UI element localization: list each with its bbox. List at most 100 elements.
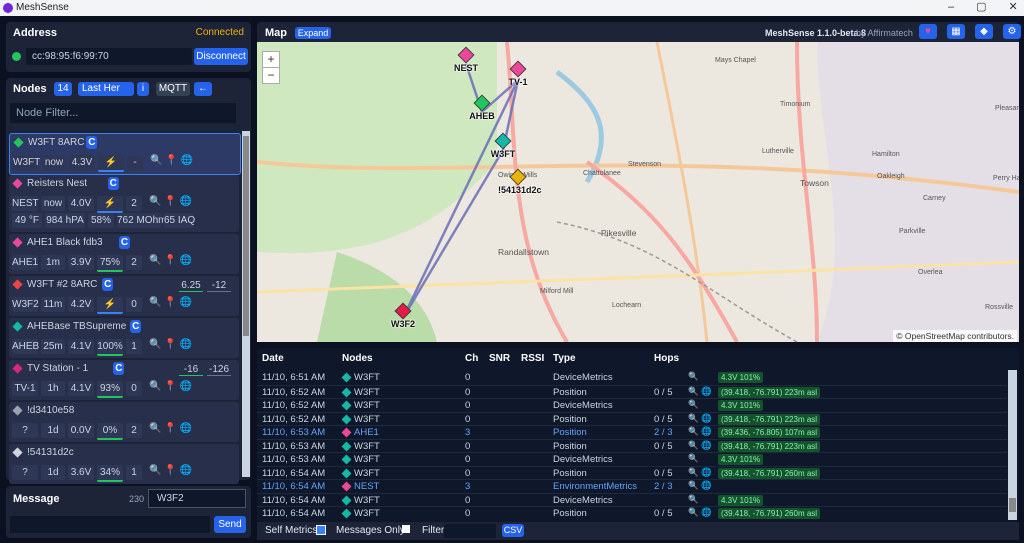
header-icon[interactable]: ◆ [975,24,993,39]
place-label: Hamilton [872,151,900,158]
send-button[interactable]: Send [214,516,246,533]
log-row[interactable]: 11/10, 6:53 AM AHE1 3 Position 2 / 3 🔍 🌐 (39.4… [257,425,1007,439]
log-channel: 0 [465,440,471,452]
place-label: Perry Hall [993,175,1019,182]
node-card[interactable]: Reisters Nest C NEST now 4.0V ⚡ 2 🔍 📍 🌐 49 °F 984… [9,175,239,232]
log-hops: 0 / 5 [654,413,673,425]
log-channel: 0 [465,454,471,465]
log-row[interactable]: 11/10, 6:53 AM W3FT 0 Position 0 / 5 🔍 🌐 (39.4… [257,438,1007,453]
node-card[interactable]: TV Station - 1 C TV-1 1h 4.1V 93% 0 🔍 📍 🌐 -16 -12… [9,360,239,400]
marker-label: TV-1 [508,77,528,87]
node-actions: 🔍 📍 🌐 [149,255,192,266]
map-tiles [257,42,1019,342]
window-title: MeshSense [16,2,69,13]
zoom-out[interactable]: − [262,67,280,84]
log-row[interactable]: 11/10, 6:52 AM W3FT 0 Position 0 / 5 🔍 🌐 (39.4… [257,411,1007,426]
row-icons: 🔍 [688,371,699,381]
node-filter[interactable]: Node Filter... [10,103,236,123]
node-card[interactable]: !d3410e58? 1d 0.0V 0% 2 🔍 📍 🌐 [9,402,239,442]
log-row[interactable]: 11/10, 6:51 AM W3FT 0 DeviceMetrics 🔍 4.3V 10… [257,371,1007,384]
disconnect-button[interactable]: Disconnect [194,48,248,65]
window-controls[interactable]: –▢✕ [948,1,1018,13]
node-card[interactable]: W3FT 8ARC C W3FT now 4.3V ⚡ - 🔍 📍 🌐 [9,133,241,175]
node-cell: now [42,155,66,170]
log-date: 11/10, 6:54 AM [262,494,326,506]
destination-select[interactable]: W3F2 [148,489,246,508]
log-type: Position [553,386,587,398]
log-row[interactable]: 11/10, 6:54 AM W3FT 0 Position 0 / 5 🔍 🌐 (39.4… [257,506,1007,520]
back-button[interactable]: ← [194,82,212,96]
node-icon [12,447,23,458]
log-date: 11/10, 6:52 AM [262,400,326,411]
node-card[interactable]: W3FT #2 8ARC C W3F2 11m 4.2V ⚡ 0 🔍 📍 🌐 6.25 -12 [9,276,239,316]
sensor-cell: 762 MOhm [117,213,167,228]
sensor-cell: 49 °F [12,213,42,228]
place-label: Pleasant Hills [995,105,1019,112]
expand-button[interactable]: Expand [295,27,331,39]
node-cell: 0 [126,381,142,396]
mqtt-button[interactable]: MQTT [156,82,190,96]
node-count: 14 [54,82,72,96]
node-card[interactable]: AHEBase TBSupreme C AHEB 25m 4.1V 100% 1 🔍 📍 🌐 [9,318,239,358]
node-cell: 2 [126,255,142,270]
log-row[interactable]: 11/10, 6:54 AM W3FT 0 DeviceMetrics 🔍 4.3V 10… [257,492,1007,507]
node-icon [341,387,352,397]
node-cell: ⚡ [97,196,123,213]
node-icon [341,508,352,519]
log-row[interactable]: 11/10, 6:52 AM W3FT 0 Position 0 / 5 🔍 🌐 (39.4… [257,384,1007,399]
log-row[interactable]: 11/10, 6:54 AM NEST 3 EnvironmentMetrics 2 /… [257,479,1007,493]
log-node: AHE1 [354,427,379,438]
node-card[interactable]: AHE1 Black fdb3 C AHE1 1m 3.9V 75% 2 🔍 📍 🌐 [9,234,239,274]
node-cell: 0% [97,423,123,440]
log-channel: 0 [465,413,471,425]
csv-button[interactable]: CSV [502,524,524,537]
row-icons: 🔍 🌐 [688,385,712,396]
log-channel: 3 [465,427,471,438]
node-cell: 1h [41,381,65,396]
filter-input[interactable] [444,524,496,538]
node-cell: 1d [41,465,65,480]
checkbox[interactable] [316,525,326,535]
node-name: AHEBase TBSupreme [27,321,127,332]
log-hops: 0 / 5 [654,508,673,519]
header-icon[interactable]: ▦ [947,24,965,39]
log-date: 11/10, 6:54 AM [262,467,326,479]
node-cell: 25m [41,339,65,354]
log-date: 11/10, 6:53 AM [262,440,326,452]
info-button[interactable]: i [137,82,149,96]
header-icon[interactable]: ⚙ [1003,24,1021,39]
node-card[interactable]: !54131d2c? 1d 3.6V 34% 1 🔍 📍 🌐 [9,444,239,484]
address-panel: Address Connected cc:98:95:f6:99:70 Disconn… [6,22,251,72]
node-cell: - [127,155,143,170]
node-icon [341,454,352,465]
place-label: Overlea [918,269,943,276]
header-icon[interactable]: ♥ [919,24,937,39]
node-cell: 4.1V [68,381,94,396]
log-hops: 0 / 5 [654,467,673,479]
log-footer: Self Metrics Messages Only Filter CSV [257,522,1019,540]
column-header: RSSI [521,353,545,364]
log-date: 11/10, 6:54 AM [262,508,326,519]
column-header: SNR [489,353,511,364]
panel-title: Address [13,27,58,39]
message-input[interactable] [10,516,210,533]
log-type: Position [553,413,587,425]
sort-select[interactable]: Last Her [78,82,134,96]
log-channel: 0 [465,386,471,398]
log-type: EnvironmentMetrics [553,481,637,492]
log-node: W3FT [354,386,380,398]
node-cell: W3FT [13,155,41,170]
node-actions: 🔍 📍 🌐 [149,196,192,207]
log-row[interactable]: 11/10, 6:52 AM W3FT 0 DeviceMetrics 🔍 4.3V 10… [257,398,1007,412]
app-author: by Affirmatech [856,28,913,38]
node-actions: 🔍 📍 🌐 [149,465,192,476]
log-row[interactable]: 11/10, 6:53 AM W3FT 0 DeviceMetrics 🔍 4.3V 10… [257,452,1007,466]
address-input[interactable]: cc:98:95:f6:99:70 [26,48,192,65]
checkbox[interactable] [402,525,410,533]
log-row[interactable]: 11/10, 6:54 AM W3FT 0 Position 0 / 5 🔍 🌐 (39.4… [257,465,1007,480]
place-label: Parkville [899,228,926,235]
node-cell: 11m [41,297,65,312]
zoom-in[interactable]: + [262,51,280,68]
place-label: Pikesville [601,228,637,238]
